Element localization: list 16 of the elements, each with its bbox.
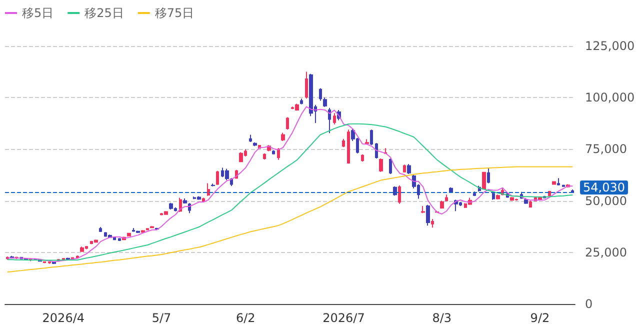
legend-label: 移25日: [84, 6, 124, 20]
x-tick-label: 8/3: [432, 311, 452, 325]
y-tick-label: 25,000: [585, 245, 627, 260]
legend-label: 移5日: [22, 6, 54, 20]
x-tick-label: 2026/7: [322, 311, 365, 325]
x-tick-label: 6/2: [236, 311, 256, 325]
ref-line-label: 54,030: [583, 180, 625, 194]
x-tick-label: 2026/4: [42, 311, 85, 325]
y-tick-label: 75,000: [585, 142, 627, 156]
legend-label: 移75日: [154, 6, 194, 20]
x-tick-label: 9/2: [530, 311, 550, 325]
y-tick-label: 50,000: [585, 194, 627, 208]
y-tick-label: 100,000: [585, 90, 635, 105]
y-tick-label: 0: [585, 297, 593, 311]
x-tick-label: 5/7: [152, 311, 172, 325]
y-tick-label: 125,000: [585, 39, 635, 53]
